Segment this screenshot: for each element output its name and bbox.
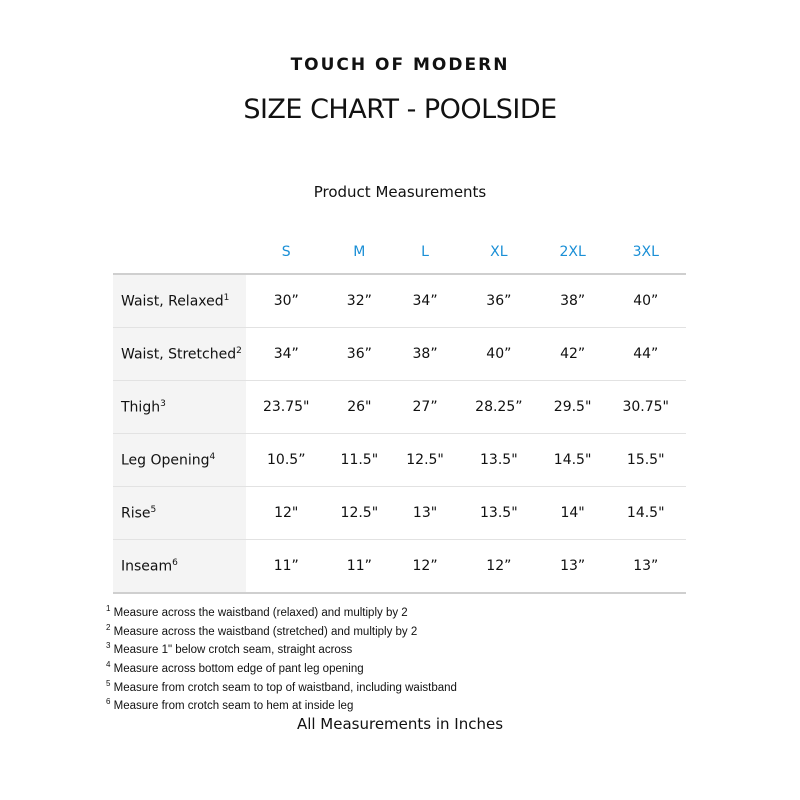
header-empty-cell — [113, 231, 246, 275]
footnote-ref: 3 — [160, 398, 166, 409]
measurement-cell: 11” — [246, 539, 327, 594]
measurement-cell: 32” — [326, 274, 393, 328]
footnote: 3 Measure 1" below crotch seam, straight… — [106, 639, 457, 658]
measurement-cell: 28.25” — [457, 380, 540, 434]
measurement-cell: 11” — [326, 539, 393, 594]
measurement-cell: 13” — [605, 539, 686, 594]
row-label: Leg Opening4 — [113, 433, 246, 487]
measurement-cell: 10.5” — [246, 433, 327, 487]
measurement-cell: 38” — [539, 274, 606, 328]
brand-logo: TOUCH OF MODERN — [290, 55, 510, 75]
footnote-ref: 2 — [236, 345, 242, 356]
measurement-cell: 34” — [246, 327, 327, 381]
size-header: 3XL — [605, 231, 686, 275]
measurement-cell: 36” — [326, 327, 393, 381]
row-label: Waist, Relaxed1 — [113, 274, 246, 328]
row-label-text: Leg Opening — [121, 452, 210, 469]
measurement-cell: 29.5" — [539, 380, 606, 434]
size-header: M — [326, 231, 393, 275]
row-label-text: Rise — [121, 505, 151, 522]
measurement-cell: 14" — [539, 486, 606, 540]
measurement-cell: 26" — [326, 380, 393, 434]
footnote-text: Measure across the waistband (relaxed) a… — [110, 606, 408, 619]
measurement-cell: 12” — [457, 539, 540, 594]
measurement-cell: 12.5" — [326, 486, 393, 540]
measurement-cell: 11.5" — [326, 433, 393, 487]
row-label: Waist, Stretched2 — [113, 327, 246, 381]
footnote-text: Measure across bottom edge of pant leg o… — [110, 662, 364, 675]
row-label-text: Inseam — [121, 558, 173, 575]
size-header-row: S M L XL 2XL 3XL — [113, 231, 686, 275]
footnote-ref: 1 — [223, 292, 230, 303]
footnote: 2 Measure across the waistband (stretche… — [106, 621, 457, 640]
measurement-cell: 30.75" — [605, 380, 686, 434]
footnote: 5 Measure from crotch seam to top of wai… — [106, 677, 457, 696]
row-label-text: Waist, Relaxed — [121, 293, 224, 310]
footnote-number: 6 — [106, 697, 111, 707]
measurement-cell: 23.75" — [246, 380, 327, 434]
footnote-number: 1 — [106, 604, 111, 613]
measurement-cell: 12" — [246, 486, 327, 540]
footnote-ref: 5 — [150, 504, 157, 515]
row-label: Inseam6 — [113, 539, 246, 594]
measurement-cell: 27” — [392, 380, 458, 434]
footnote: 1 Measure across the waistband (relaxed)… — [106, 602, 457, 621]
measurement-cell: 14.5" — [605, 486, 686, 540]
row-label-text: Waist, Stretched — [121, 346, 237, 363]
table-row: Inseam6 11” 11” 12” 12” 13” 13” — [113, 539, 686, 594]
measurement-cell: 12” — [392, 539, 458, 594]
footnote-text: Measure from crotch seam to hem at insid… — [110, 699, 354, 712]
page-title: SIZE CHART - POOLSIDE — [243, 94, 557, 125]
table-row: Leg Opening4 10.5” 11.5" 12.5" 13.5" 14.5" 15.… — [113, 433, 686, 487]
measurement-cell: 42” — [539, 327, 606, 381]
footnote-number: 2 — [106, 622, 111, 632]
units-note: All Measurements in Inches — [296, 715, 504, 733]
table-row: Rise5 12" 12.5" 13" 13.5" 14" 14.5" — [113, 486, 686, 540]
footnote-text: Measure from crotch seam to top of waist… — [110, 681, 457, 694]
measurement-cell: 34” — [392, 274, 458, 328]
measurement-cell: 40” — [457, 327, 540, 381]
footnote-number: 5 — [106, 678, 111, 688]
table-row: Thigh3 23.75" 26" 27” 28.25” 29.5" 30.75" — [113, 380, 686, 434]
footnote-ref: 6 — [172, 557, 178, 568]
measurement-cell: 30” — [246, 274, 327, 328]
size-header: L — [392, 231, 458, 275]
measurement-cell: 13" — [392, 486, 458, 540]
footnote-number: 3 — [106, 641, 111, 651]
section-subtitle: Product Measurements — [313, 183, 487, 201]
measurement-cell: 13.5" — [457, 433, 540, 487]
measurement-cell: 38” — [392, 327, 458, 381]
row-label-text: Thigh — [121, 399, 161, 416]
size-header: S — [246, 231, 327, 275]
size-header: XL — [457, 231, 540, 275]
row-label: Thigh3 — [113, 380, 246, 434]
row-label: Rise5 — [113, 486, 246, 540]
table-row: Waist, Relaxed1 30” 32” 34” 36” 38” 40” — [113, 274, 686, 328]
measurement-cell: 12.5" — [392, 433, 458, 487]
footnote-text: Measure 1" below crotch seam, straight a… — [110, 644, 353, 657]
measurement-cell: 36” — [457, 274, 540, 328]
footnote-text: Measure across the waistband (stretched)… — [110, 625, 418, 638]
footnotes: 1 Measure across the waistband (relaxed)… — [106, 602, 457, 714]
size-table: S M L XL 2XL 3XL Waist, Relaxed1 30” 32” 34” 36” 3… — [113, 231, 686, 594]
footnote-number: 4 — [106, 659, 111, 669]
measurement-cell: 14.5" — [539, 433, 606, 487]
size-header: 2XL — [539, 231, 606, 275]
measurement-cell: 44” — [605, 327, 686, 381]
measurement-cell: 40” — [605, 274, 686, 328]
footnote: 6 Measure from crotch seam to hem at ins… — [106, 695, 457, 714]
measurement-cell: 13.5" — [457, 486, 540, 540]
measurement-cell: 15.5" — [605, 433, 686, 487]
footnote: 4 Measure across bottom edge of pant leg… — [106, 658, 457, 677]
measurement-cell: 13” — [539, 539, 606, 594]
table-row: Waist, Stretched2 34” 36” 38” 40” 42” 44” — [113, 327, 686, 381]
footnote-ref: 4 — [209, 451, 216, 462]
